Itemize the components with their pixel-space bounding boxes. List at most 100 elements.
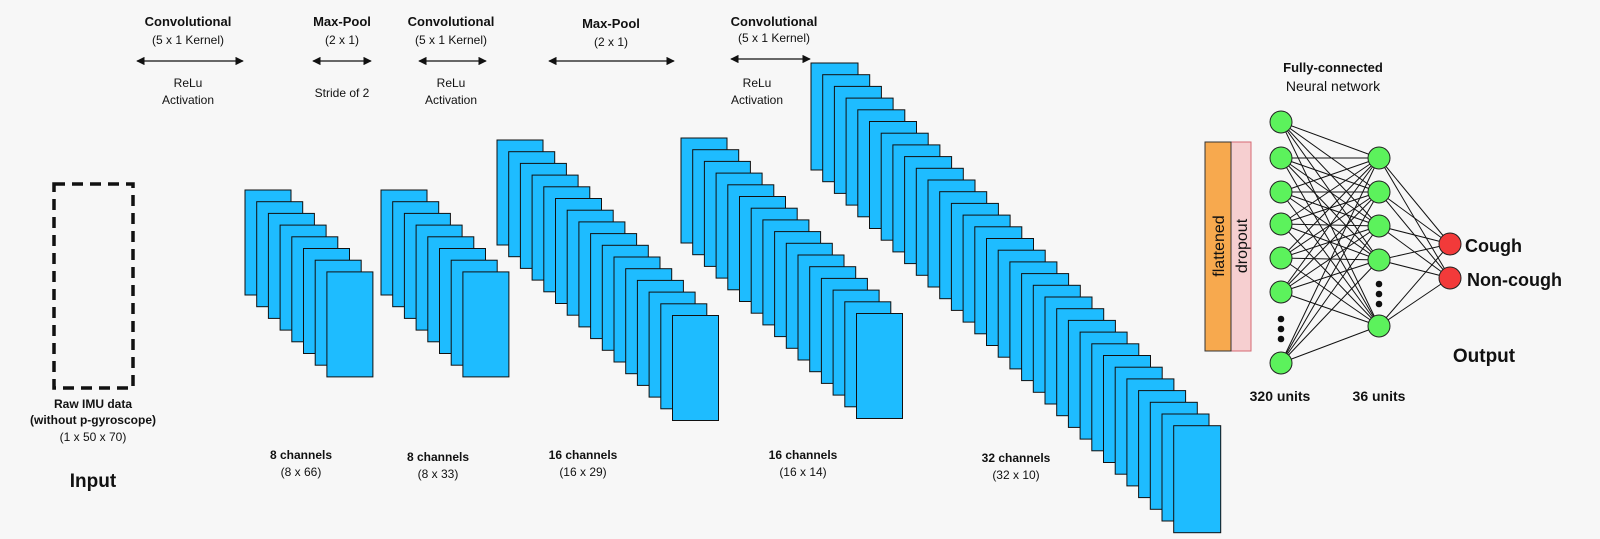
- dense-connection: [1378, 259, 1451, 279]
- channels-label: 16 channels: [769, 448, 838, 462]
- operation-subtitle: (5 x 1 Kernel): [152, 33, 224, 47]
- operation-subtitle: (5 x 1 Kernel): [738, 31, 810, 45]
- feature-map-channel: [1173, 425, 1222, 534]
- ellipsis-dot: [1277, 335, 1285, 343]
- flattened-bar: [1204, 141, 1232, 352]
- ellipsis-dot: [1277, 315, 1285, 323]
- operation-note: Activation: [731, 93, 783, 107]
- dropout-label: dropout: [1234, 218, 1251, 273]
- dense-connection: [1378, 157, 1451, 245]
- feature-map-stack: [680, 137, 903, 419]
- neuron: [1367, 214, 1391, 238]
- operation-maxpool-1: Max-Pool (2 x 1) Stride of 2: [312, 14, 372, 100]
- output-section-label: Output: [1453, 346, 1516, 367]
- output-class-cough: Cough: [1465, 236, 1522, 256]
- feature-map-channel: [462, 271, 510, 378]
- layer2-units-label: 36 units: [1353, 388, 1406, 404]
- dense-connections: [1280, 121, 1451, 364]
- feature-map-channel: [856, 313, 903, 419]
- dense-connection: [1280, 157, 1380, 225]
- neuron: [1367, 314, 1391, 338]
- dense-connection: [1280, 259, 1380, 364]
- dense-connection: [1280, 121, 1380, 193]
- dense-neurons: [1269, 110, 1462, 375]
- operation-subtitle: (2 x 1): [594, 35, 628, 49]
- feature-map-stack: [810, 62, 1222, 534]
- neuron: [1269, 146, 1293, 170]
- dense-connection: [1280, 191, 1380, 293]
- operation-subtitle: (5 x 1 Kernel): [415, 33, 487, 47]
- flatten-dropout-block: flattened dropout: [1204, 141, 1252, 352]
- ellipsis-dot: [1375, 300, 1383, 308]
- dense-connection: [1280, 291, 1380, 327]
- dense-connection: [1378, 243, 1451, 261]
- operation-conv-1: Convolutional (5 x 1 Kernel) ReLu Activa…: [136, 14, 244, 107]
- operation-title: Convolutional: [731, 14, 818, 29]
- dense-connection: [1280, 157, 1380, 193]
- dense-connection: [1378, 225, 1451, 245]
- channels-label: 8 channels: [270, 448, 332, 462]
- feature-map-labels: 8 channels (8 x 66) 8 channels (8 x 33) …: [270, 448, 1051, 482]
- operation-conv-3: Convolutional (5 x 1 Kernel) ReLu Activa…: [730, 14, 818, 107]
- operation-note: ReLu: [174, 76, 203, 90]
- channels-dims: (16 x 14): [779, 465, 826, 479]
- ellipsis-dot: [1277, 325, 1285, 333]
- operation-note: Activation: [162, 93, 214, 107]
- neuron: [1269, 212, 1293, 236]
- dense-connection: [1280, 225, 1380, 364]
- channels-dims: (8 x 66): [281, 465, 322, 479]
- dense-title: Fully-connected: [1283, 60, 1383, 75]
- neuron: [1269, 351, 1293, 375]
- channels-dims: (32 x 10): [992, 468, 1039, 482]
- ellipsis-dot: [1375, 290, 1383, 298]
- operation-note: Activation: [425, 93, 477, 107]
- dense-connection: [1280, 121, 1380, 327]
- dense-connection: [1280, 257, 1380, 327]
- dense-network: Fully-connected Neural network 320 units…: [1250, 60, 1462, 404]
- operation-conv-2: Convolutional (5 x 1 Kernel) ReLu Activa…: [408, 14, 495, 107]
- channels-label: 32 channels: [982, 451, 1051, 465]
- neuron: [1269, 110, 1293, 134]
- neuron: [1367, 180, 1391, 204]
- output-block: Cough Non-cough Output: [1453, 236, 1562, 367]
- feature-map-channel: [672, 315, 719, 421]
- operation-title: Max-Pool: [313, 14, 371, 29]
- neuron: [1269, 246, 1293, 270]
- ellipsis-dot: [1375, 280, 1383, 288]
- feature-map-stacks: [244, 62, 1222, 534]
- feature-map-stack: [244, 189, 374, 378]
- dense-connection: [1378, 277, 1451, 327]
- channels-label: 8 channels: [407, 450, 469, 464]
- layer1-units-label: 320 units: [1250, 388, 1311, 404]
- operation-title: Convolutional: [408, 14, 495, 29]
- flattened-label: flattened: [1211, 215, 1228, 276]
- dense-connection: [1378, 243, 1451, 327]
- dense-connection: [1280, 225, 1380, 293]
- dense-connection: [1280, 191, 1380, 364]
- operation-maxpool-2: Max-Pool (2 x 1): [548, 16, 675, 66]
- output-class-non-cough: Non-cough: [1467, 270, 1562, 290]
- dense-connection: [1280, 157, 1380, 293]
- neuron: [1367, 146, 1391, 170]
- dense-connection: [1280, 259, 1380, 293]
- input-title: Raw IMU data: [54, 397, 132, 411]
- input-dims: (1 x 50 x 70): [60, 430, 127, 444]
- output-neuron: [1438, 266, 1462, 290]
- input-subtitle: (without p-gyroscope): [30, 413, 156, 427]
- feature-map-stack: [496, 139, 719, 421]
- operation-note: ReLu: [437, 76, 466, 90]
- channels-dims: (16 x 29): [559, 465, 606, 479]
- operation-note: Stride of 2: [315, 86, 370, 100]
- dense-connection: [1280, 325, 1380, 364]
- channels-dims: (8 x 33): [418, 467, 459, 481]
- operation-subtitle: (2 x 1): [325, 33, 359, 47]
- neuron: [1367, 248, 1391, 272]
- dense-subtitle: Neural network: [1286, 78, 1381, 94]
- feature-map-stack: [380, 189, 510, 378]
- output-neuron: [1438, 232, 1462, 256]
- dense-connection: [1280, 157, 1380, 364]
- dense-connection: [1378, 191, 1451, 245]
- dense-connection: [1280, 121, 1380, 159]
- operation-note: ReLu: [743, 76, 772, 90]
